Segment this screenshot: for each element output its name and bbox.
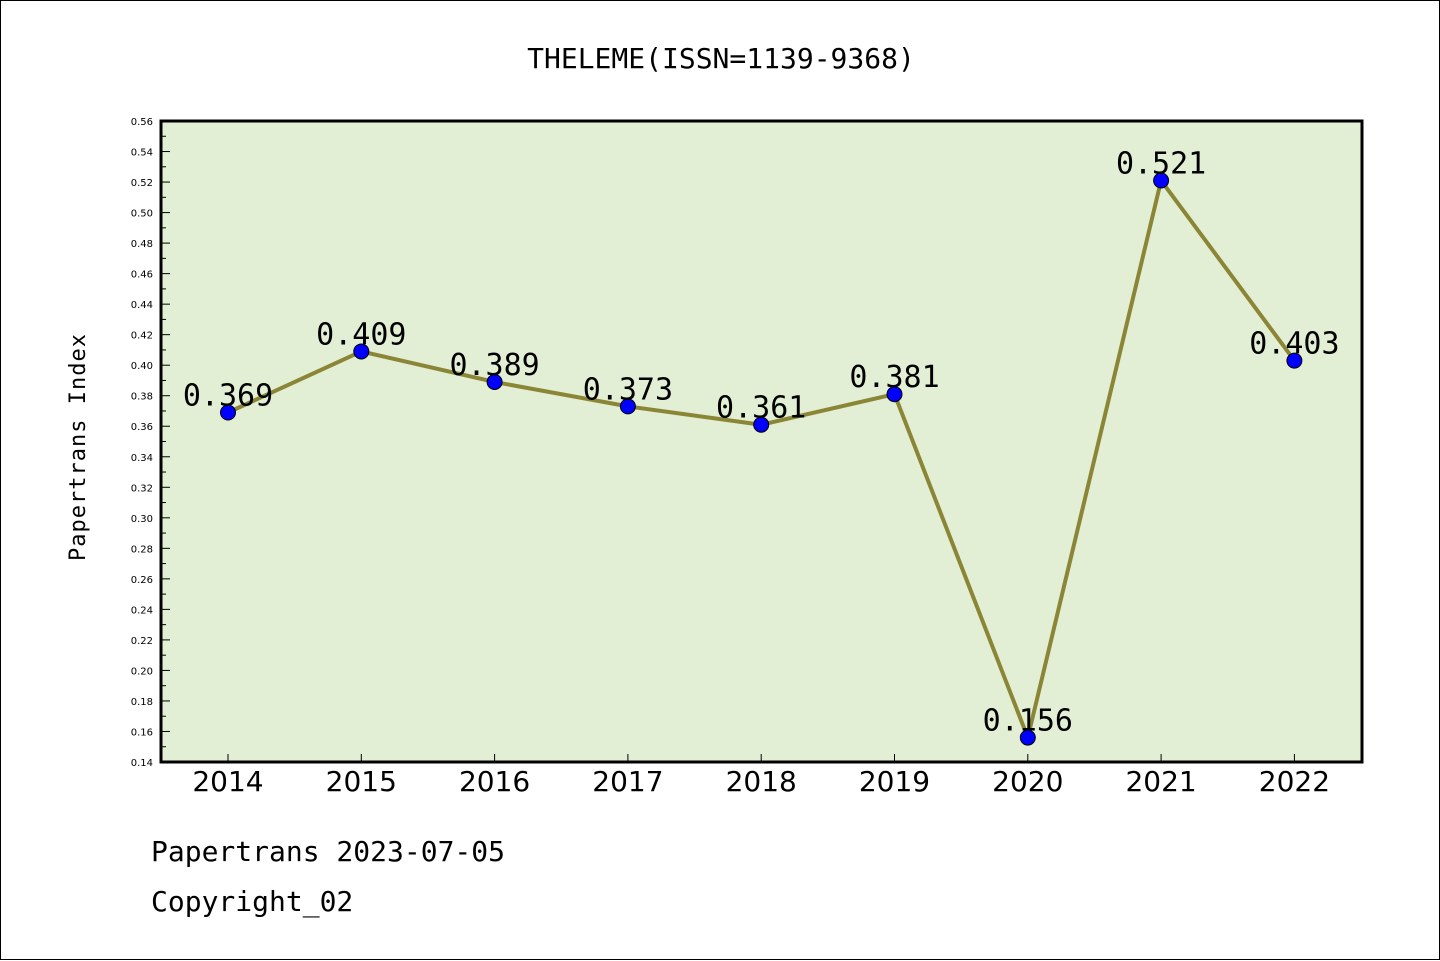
- y-tick-label: 0.32: [131, 483, 153, 494]
- data-label: 0.403: [1249, 327, 1339, 362]
- data-point: [1019, 729, 1036, 746]
- x-tick-label: 2019: [859, 765, 930, 798]
- y-axis-ticks: 0.14 0.16 0.18 0.20 0.22 0.24 0.26 0.28 0.30 0.32…: [131, 117, 170, 769]
- x-tick-label: 2021: [1125, 765, 1196, 798]
- data-point: [1286, 352, 1303, 369]
- x-tick-label: 2017: [592, 765, 663, 798]
- y-axis-label: Papertrans Index: [66, 333, 91, 561]
- y-tick-label: 0.48: [131, 239, 153, 250]
- data-point: [353, 343, 370, 360]
- data-label: 0.389: [449, 348, 539, 383]
- x-tick-label: 2014: [192, 765, 263, 798]
- data-label: 0.373: [583, 372, 673, 407]
- y-tick-label: 0.20: [131, 666, 153, 677]
- series-layer: [220, 172, 1303, 746]
- x-tick-label: 2018: [726, 765, 797, 798]
- footer-date: Papertrans 2023-07-05: [151, 835, 506, 868]
- data-point: [1153, 172, 1170, 189]
- chart-title: THELEME(ISSN=1139-9368): [527, 42, 915, 75]
- data-point: [220, 404, 236, 421]
- x-tick-label: 2020: [992, 765, 1063, 798]
- x-axis-ticks: 2014 2015 2016 2017 2018 2019 2020 2021 2022: [192, 754, 1330, 798]
- data-label: 0.381: [849, 360, 939, 395]
- y-tick-label: 0.24: [131, 605, 153, 616]
- x-tick-label: 2016: [459, 765, 530, 798]
- y-tick-label: 0.42: [131, 331, 153, 342]
- footer-copyright: Copyright_02: [151, 885, 354, 918]
- data-point: [886, 386, 903, 403]
- y-tick-label: 0.28: [131, 544, 153, 555]
- y-tick-label: 0.46: [131, 270, 153, 281]
- y-tick-label: 0.14: [131, 758, 153, 769]
- data-label: 0.156: [983, 704, 1073, 739]
- data-label: 0.369: [183, 379, 273, 414]
- y-tick-label: 0.34: [131, 453, 153, 464]
- data-label: 0.361: [716, 391, 806, 426]
- y-tick-label: 0.44: [131, 300, 153, 311]
- y-tick-label: 0.56: [131, 117, 153, 128]
- data-label: 0.409: [316, 317, 406, 352]
- y-tick-label: 0.36: [131, 422, 153, 433]
- y-tick-label: 0.40: [131, 361, 153, 372]
- y-tick-label: 0.18: [131, 697, 153, 708]
- data-label: 0.521: [1116, 147, 1206, 182]
- y-tick-label: 0.26: [131, 575, 153, 586]
- y-tick-label: 0.38: [131, 392, 153, 403]
- plot-area: [159, 119, 1364, 764]
- y-tick-label: 0.16: [131, 727, 153, 738]
- data-point: [753, 416, 770, 433]
- y-tick-label: 0.22: [131, 636, 153, 647]
- x-tick-label: 2015: [326, 765, 397, 798]
- y-tick-label: 0.52: [131, 178, 153, 189]
- y-tick-label: 0.30: [131, 514, 153, 525]
- data-point: [486, 373, 503, 390]
- y-tick-label: 0.50: [131, 209, 153, 220]
- x-tick-label: 2022: [1259, 765, 1330, 798]
- data-point: [619, 398, 636, 415]
- data-labels-layer: 0.369 0.409 0.389 0.373 0.361 0.381 0.156 0.521…: [183, 147, 1340, 739]
- y-tick-label: 0.54: [131, 148, 153, 159]
